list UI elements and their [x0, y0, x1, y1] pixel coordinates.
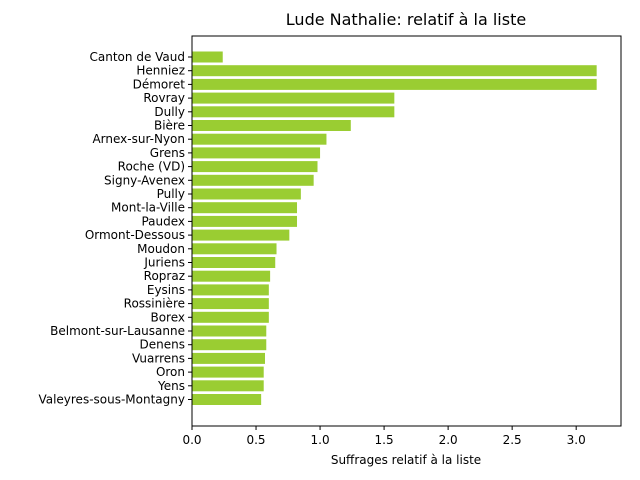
bar-4	[192, 106, 395, 118]
bar-6	[192, 133, 327, 145]
y-tick-label: Henniez	[136, 64, 185, 78]
y-tick-label: Ormont-Dessous	[85, 228, 185, 242]
bar-15	[192, 257, 276, 268]
y-tick-label: Arnex-sur-Nyon	[92, 132, 185, 146]
bar-10	[192, 188, 301, 200]
y-tick-label: Ropraz	[144, 269, 185, 283]
y-tick-label: Roche (VD)	[118, 160, 185, 174]
bar-13	[192, 229, 290, 241]
x-tick-label: 0.0	[182, 433, 201, 447]
x-tick-label: 3.0	[567, 433, 586, 447]
y-tick-label: Rovray	[143, 91, 185, 105]
y-tick-label: Pully	[157, 187, 185, 201]
bar-22	[192, 352, 265, 364]
chart-title: Lude Nathalie: relatif à la liste	[286, 10, 526, 29]
y-tick-label: Vuarrens	[132, 351, 185, 365]
bar-24	[192, 380, 264, 392]
bar-25	[192, 394, 262, 405]
bar-8	[192, 161, 318, 173]
x-tick-label: 1.0	[311, 433, 330, 447]
y-tick-label: Denens	[140, 338, 185, 352]
bar-16	[192, 270, 271, 282]
x-tick-label: 1.5	[375, 433, 394, 447]
y-tick-label: Valeyres-sous-Montagny	[38, 393, 185, 407]
bar-11	[192, 202, 298, 214]
bar-0	[192, 51, 223, 63]
x-tick-label: 2.5	[503, 433, 522, 447]
x-axis-ticks: 0.0 0.5 1.0 1.5 2.0 2.5 3.0	[182, 426, 586, 447]
y-tick-label: Démoret	[133, 77, 186, 91]
y-tick-label: Mont-la-Ville	[111, 201, 185, 215]
y-tick-label: Grens	[150, 146, 185, 160]
y-tick-label: Dully	[154, 105, 185, 119]
bar-7	[192, 147, 321, 159]
bar-23	[192, 366, 264, 378]
y-tick-label: Juriens	[143, 256, 185, 270]
y-tick-label: Canton de Vaud	[90, 50, 185, 64]
bar-17	[192, 284, 269, 296]
plot-frame	[191, 35, 622, 427]
bar-12	[192, 215, 298, 227]
y-axis-ticks: Canton de VaudHenniezDémoretRovrayDullyB…	[38, 50, 192, 407]
y-tick-label: Rossinière	[124, 297, 185, 311]
y-tick-label: Oron	[156, 365, 185, 379]
bar-1	[192, 65, 597, 77]
x-axis-label: Suffrages relatif à la liste	[331, 453, 481, 467]
y-tick-label: Paudex	[141, 214, 185, 228]
bar-2	[192, 78, 597, 90]
bar-21	[192, 339, 267, 351]
x-tick-label: 0.5	[246, 433, 265, 447]
y-tick-label: Eysins	[147, 283, 185, 297]
y-tick-label: Moudon	[137, 242, 185, 256]
y-tick-label: Yens	[157, 379, 185, 393]
bar-19	[192, 311, 269, 323]
bar-20	[192, 325, 267, 337]
bar-14	[192, 243, 277, 255]
bars-group	[192, 51, 597, 405]
bar-3	[192, 92, 395, 104]
y-tick-label: Signy-Avenex	[104, 173, 185, 187]
bar-18	[192, 298, 269, 310]
y-tick-label: Borex	[150, 310, 185, 324]
x-tick-label: 2.0	[439, 433, 458, 447]
y-tick-label: Belmont-sur-Lausanne	[50, 324, 185, 338]
bar-9	[192, 174, 314, 186]
bar-5	[192, 120, 351, 131]
y-tick-label: Bière	[154, 119, 185, 133]
